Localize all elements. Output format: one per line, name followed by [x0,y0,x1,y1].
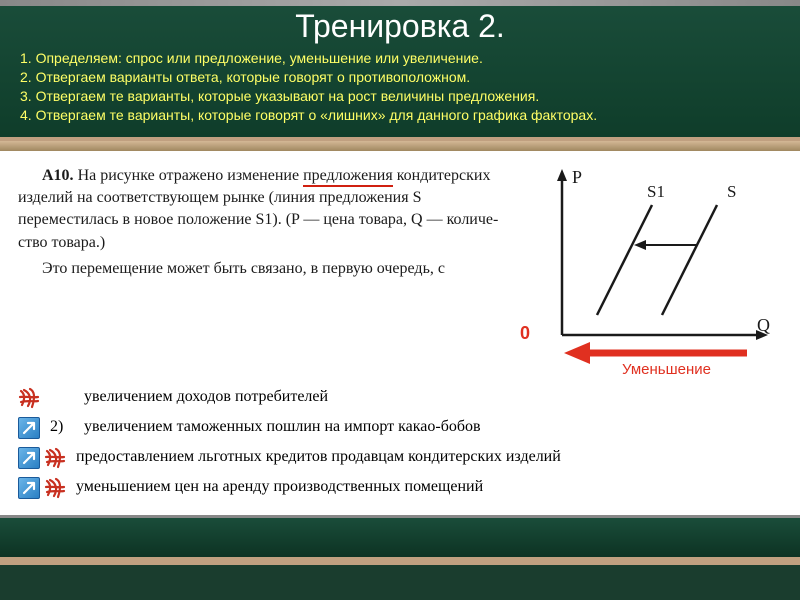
rule-2: 2. Отвергаем варианты ответа, которые го… [20,68,780,87]
accept-arrow-icon [18,447,40,469]
option-4: уменьшением цен на аренду производственн… [18,475,782,499]
axis-p-label: P [572,167,582,187]
blackboard-header: Тренировка 2. 1. Определяем: спрос или п… [0,0,800,141]
rule-1: 1. Определяем: спрос или предложение, ум… [20,49,780,68]
rules-list: 1. Определяем: спрос или предложение, ум… [20,49,780,125]
chart-zero: 0 [520,323,530,344]
chart-caption: Уменьшение [622,361,711,378]
answer-options: 1) увеличением доходов потребителей 2) у… [18,385,782,499]
s1-label: S1 [647,182,665,201]
accept-arrow-icon [18,417,40,439]
accept-arrow-icon [18,477,40,499]
option-1-text: увеличением доходов потребителей [84,385,782,408]
chalk-tray [0,141,800,151]
axis-q-label: Q [757,315,770,335]
supply-chart: P Q S1 S [532,165,782,375]
task-label: А10. [42,167,74,184]
rule-3: 3. Отвергаем те варианты, которые указыв… [20,87,780,106]
task-underlined: предложения [303,167,393,187]
option-2-text: увеличением таможенных пошлин на импорт … [84,415,782,438]
reject-icon [44,447,66,469]
reject-icon [18,387,40,409]
slide-title: Тренировка 2. [20,8,780,45]
s-label: S [727,182,736,201]
task-text: А10. На рисунке отражено изменение предл… [18,165,516,375]
rule-4: 4. Отвергаем те варианты, которые говоря… [20,106,780,125]
option-3: предоставлением льготных кредитов продав… [18,445,782,469]
reject-icon [44,477,66,499]
chart-container: P Q S1 S 0 Уменьшение [532,165,782,375]
blackboard-footer [0,515,800,565]
option-4-text: уменьшением цен на аренду производственн… [76,475,782,498]
task-p1a: На рисунке отражено изменение [78,167,304,184]
option-2-num: 2) [50,415,74,438]
task-paper: А10. На рисунке отражено изменение предл… [0,151,800,515]
option-1: 1) увеличением доходов потребителей [18,385,782,409]
option-3-text: предоставлением льготных кредитов продав… [76,445,782,468]
task-p2: Это перемещение может быть связа­но, в п… [18,258,516,280]
option-2: 2) увеличением таможенных пошлин на импо… [18,415,782,439]
